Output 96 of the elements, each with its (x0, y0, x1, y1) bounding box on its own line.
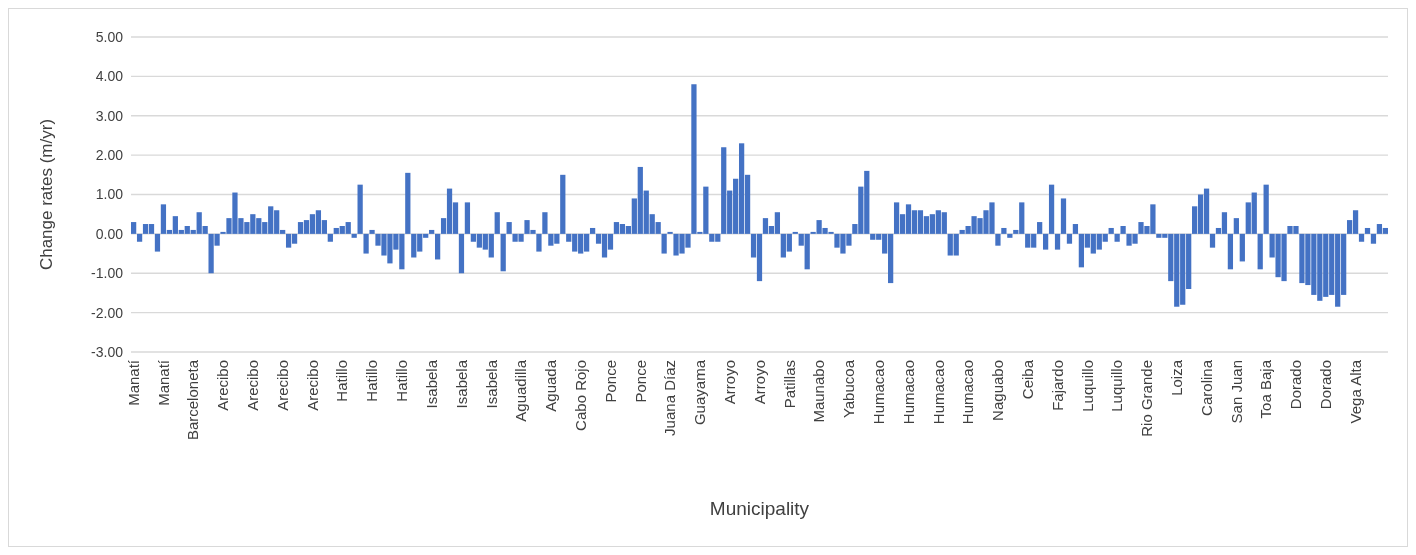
bar (661, 233, 667, 254)
x-tick-label: Manatí (124, 359, 142, 406)
bar (1120, 226, 1126, 234)
x-tick-label: Arroyo (720, 360, 738, 405)
x-tick-label: Arroyo (750, 360, 768, 405)
x-tick-label: Juana Díaz (661, 360, 679, 436)
bar (154, 233, 161, 252)
bar (464, 202, 471, 234)
bar (1042, 233, 1049, 250)
bar (435, 233, 441, 260)
bar (357, 184, 363, 234)
y-tick-label: 3.00 (95, 107, 124, 124)
bar (589, 227, 596, 234)
x-tick-label: Aguada (542, 359, 560, 412)
bar (136, 233, 143, 242)
x-tick-label: Carolina (1197, 359, 1215, 416)
bar (369, 229, 375, 234)
x-tick-label: Humacao (959, 360, 977, 425)
x-tick-label: Arecibo (273, 360, 291, 411)
y-tick-label: 5.00 (95, 28, 124, 45)
x-tick-label: Ponce (601, 360, 619, 403)
x-tick-label: Arecibo (214, 360, 232, 411)
x-tick-label: Luquillo (1108, 360, 1126, 412)
x-tick-label: Maunabo (810, 360, 828, 423)
x-tick-label: Hatillo (363, 360, 381, 402)
x-tick-label: Barceloneta (184, 359, 202, 441)
bar (1239, 233, 1245, 262)
x-tick-label: Fajardo (1048, 360, 1066, 411)
bar (1364, 227, 1371, 234)
x-tick-label: San Juan (1227, 360, 1245, 424)
bar (1227, 233, 1234, 270)
bar (1072, 224, 1079, 234)
x-tick-label: Dorado (1317, 360, 1335, 410)
bar (1358, 233, 1365, 242)
x-tick-label: Naguabo (989, 360, 1007, 421)
bar (1233, 218, 1239, 234)
x-tick-label: Hatillo (393, 360, 411, 402)
x-tick-label: Vega Alta (1346, 359, 1364, 424)
bar (506, 222, 512, 234)
bar (1054, 233, 1061, 250)
bar (1257, 233, 1263, 270)
bar (363, 233, 369, 254)
bar (995, 233, 1001, 246)
x-tick-label: Rio Grande (1138, 360, 1156, 437)
x-tick-label: Arecibo (303, 360, 321, 411)
bar (1263, 184, 1269, 234)
bar (131, 222, 137, 234)
bar (1066, 233, 1073, 244)
x-tick-label: Patillas (780, 360, 798, 409)
x-axis-title: Municipality (709, 498, 810, 519)
x-tick-label: Aguadilla (512, 359, 530, 422)
bar (536, 233, 542, 252)
y-tick-label: -1.00 (91, 265, 124, 282)
y-tick-label: 0.00 (95, 225, 124, 242)
bar (1060, 198, 1067, 234)
bar (1370, 233, 1377, 244)
bar (500, 233, 506, 272)
bar (560, 174, 566, 234)
x-tick-label: Guayama (691, 359, 709, 426)
bar (429, 229, 435, 234)
x-tick-label: Manatí (154, 359, 172, 406)
bar (494, 212, 500, 234)
x-tick-label: Dorado (1287, 360, 1305, 410)
x-tick-label: Ceiba (1018, 359, 1036, 400)
y-axis-title: Change rates (m/yr) (37, 118, 56, 271)
bar (1108, 227, 1114, 234)
bar (1048, 184, 1055, 234)
bar (1114, 233, 1120, 242)
y-tick-label: 4.00 (95, 68, 124, 85)
x-tick-label: Isabela (422, 359, 440, 409)
bar (405, 172, 411, 234)
x-tick-label: Humacao (899, 360, 917, 425)
x-tick-label: Ponce (631, 360, 649, 403)
y-tick-label: -2.00 (91, 304, 124, 321)
x-tick-label: Humacao (869, 360, 887, 425)
y-tick-label: 1.00 (95, 186, 124, 203)
bar (327, 233, 333, 242)
bar (1037, 222, 1043, 234)
y-tick-label: -3.00 (91, 343, 124, 360)
x-tick-label: Toa Baja (1257, 359, 1275, 419)
bar (1209, 233, 1216, 248)
x-tick-label: Cabo Rojo (571, 360, 589, 431)
x-tick-label: Arecibo (244, 360, 262, 411)
bar (542, 212, 548, 234)
x-tick-label: Isabela (452, 359, 470, 409)
y-tick-label: 2.00 (95, 147, 124, 164)
x-tick-label: Humacao (929, 360, 947, 425)
bar (1007, 233, 1013, 238)
x-tick-label: Yabucoa (840, 359, 858, 419)
x-tick-label: Luquillo (1078, 360, 1096, 412)
x-tick-label: Loiza (1168, 359, 1185, 396)
bar (1001, 227, 1007, 234)
x-tick-label: Hatillo (333, 360, 351, 402)
bar (458, 233, 465, 274)
bar (351, 233, 357, 238)
x-tick-label: Isabela (482, 359, 500, 409)
